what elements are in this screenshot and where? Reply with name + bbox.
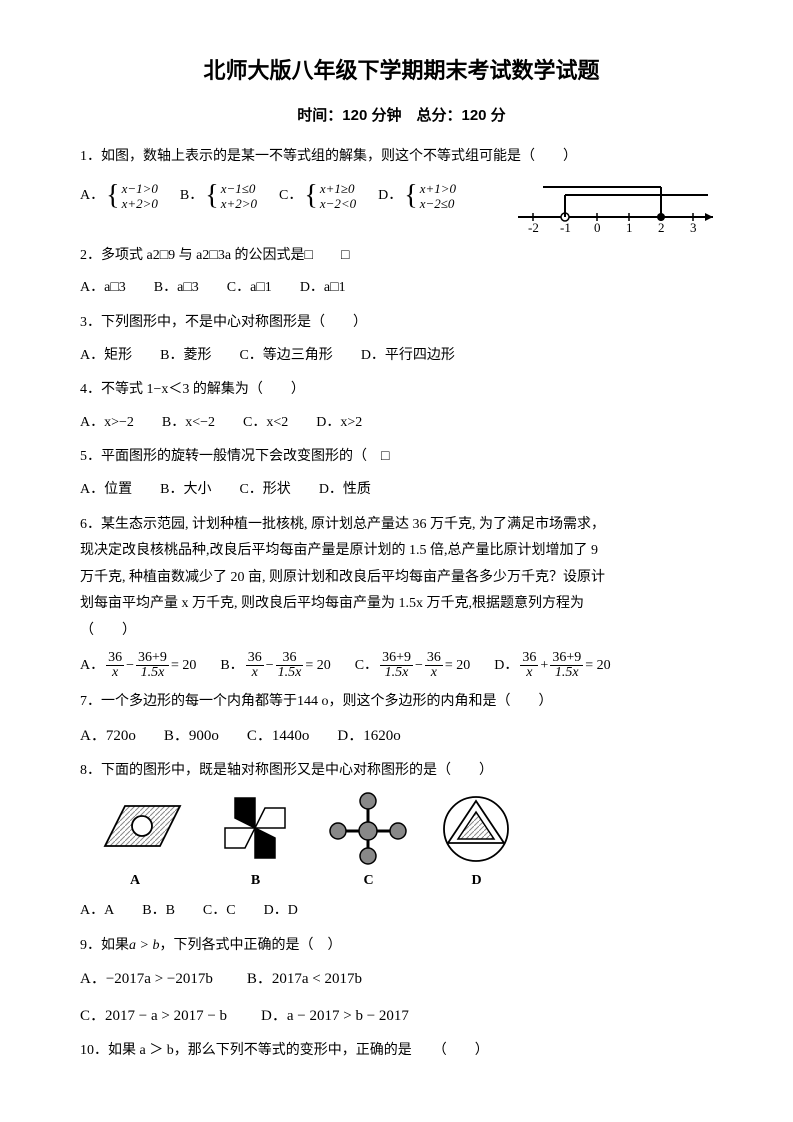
page-title: 北师大版八年级下学期期末考试数学试题 [80, 50, 723, 92]
q9-opt-a: A．−2017a > −2017b [80, 965, 213, 994]
question-4: 4．不等式 1−x＜3 的解集为（ ） [80, 377, 723, 404]
question-1-body: A． {x−1>0x+2>0 B． {x−1≤0x+2>0 C． {x+1≥0x… [80, 177, 723, 237]
q6-options: A． 36x − 36+91.5x = 20 B． 36x − 361.5x =… [80, 651, 723, 681]
svg-text:-1: -1 [560, 220, 571, 235]
q7-opt-d: D．1620o [337, 722, 400, 751]
q4-opt-c: C．x<2 [243, 410, 288, 437]
q7-opt-c: C．1440o [247, 722, 310, 751]
q3-opt-b: B．菱形 [160, 343, 211, 370]
q3-opt-c: C．等边三角形 [239, 343, 332, 370]
q9-options: A．−2017a > −2017b B．2017a < 2017b [80, 965, 723, 994]
q5-options: A．位置 B．大小 C．形状 D．性质 [80, 477, 723, 504]
q8-figure-c: C [321, 791, 416, 895]
question-6: 6．某生态示范园, 计划种植一批核桃, 原计划总产量达 36 万千克, 为了满足… [80, 512, 723, 645]
q1-options: A． {x−1>0x+2>0 B． {x−1≤0x+2>0 C． {x+1≥0x… [80, 181, 505, 212]
q5-opt-c: C．形状 [239, 477, 290, 504]
q3-opt-a: A．矩形 [80, 343, 132, 370]
q5-opt-b: B．大小 [160, 477, 211, 504]
q8-figures: A B C [80, 791, 723, 895]
q6-line1: 6．某生态示范园, 计划种植一批核桃, 原计划总产量达 36 万千克, 为了满足… [80, 512, 723, 539]
q6-opt-d: D． 36x + 36+91.5x = 20 [494, 651, 610, 681]
q2-opt-b: B．a□3 [154, 275, 199, 302]
q8-figure-a: A [80, 791, 190, 895]
q7-opt-b: B．900o [164, 722, 219, 751]
svg-text:3: 3 [690, 220, 697, 235]
q6-line2: 现决定改良核桃品种,改良后平均每亩产量是原计划的 1.5 倍,总产量比原计划增加… [80, 538, 723, 565]
q6-opt-b: B． 36x − 361.5x = 20 [220, 651, 330, 681]
q2-opt-a: A．a□3 [80, 275, 126, 302]
q3-opt-d: D．平行四边形 [361, 343, 455, 370]
q8-figure-b: B [208, 791, 303, 895]
q3-options: A．矩形 B．菱形 C．等边三角形 D．平行四边形 [80, 343, 723, 370]
q6-line3: 万千克, 种植亩数减少了 20 亩, 则原计划和改良后平均每亩产量各多少万千克？… [80, 565, 723, 592]
question-10: 10．如果 a ＞ b，那么下列不等式的变形中，正确的是 （ ） [80, 1038, 723, 1065]
q9-opt-b: B．2017a < 2017b [247, 965, 362, 994]
q8-opt-c: C．C [203, 898, 236, 925]
q1-opt-a: A． {x−1>0x+2>0 [80, 181, 158, 212]
svg-text:1: 1 [626, 220, 633, 235]
question-9: 9．如果a > b，下列各式中正确的是（ ） [80, 933, 723, 960]
q8-options: A．A B．B C．C D．D [80, 898, 723, 925]
question-1: 1．如图，数轴上表示的是某一不等式组的解集，则这个不等式组可能是（ ） [80, 144, 723, 171]
q8-figure-d: D [434, 791, 519, 895]
q6-opt-c: C． 36+91.5x − 36x = 20 [355, 651, 471, 681]
q6-opt-a: A． 36x − 36+91.5x = 20 [80, 651, 196, 681]
svg-text:-2: -2 [528, 220, 539, 235]
q8-opt-a: A．A [80, 898, 114, 925]
q2-opt-d: D．a□1 [300, 275, 346, 302]
question-3: 3．下列图形中，不是中心对称图形是（ ） [80, 310, 723, 337]
q4-opt-b: B．x<−2 [162, 410, 215, 437]
q6-line5: （ ） [80, 618, 723, 645]
q7-options: A．720o B．900o C．1440o D．1620o [80, 722, 723, 751]
number-line-figure: -2 -1 0 1 2 3 [513, 177, 723, 237]
q9-opt-d: D．a − 2017 > b − 2017 [261, 1002, 409, 1031]
q9-options-2: C．2017 − a > 2017 − b D．a − 2017 > b − 2… [80, 1002, 723, 1031]
svg-text:2: 2 [658, 220, 665, 235]
q4-options: A．x>−2 B．x<−2 C．x<2 D．x>2 [80, 410, 723, 437]
q4-opt-d: D．x>2 [316, 410, 362, 437]
svg-text:0: 0 [594, 220, 601, 235]
q8-opt-b: B．B [142, 898, 175, 925]
q1-opt-d: D． {x+1>0x−2≤0 [378, 181, 456, 212]
q1-opt-b: B． {x−1≤0x+2>0 [180, 181, 257, 212]
q4-opt-a: A．x>−2 [80, 410, 134, 437]
q5-opt-a: A．位置 [80, 477, 132, 504]
q2-options: A．a□3 B．a□3 C．a□1 D．a□1 [80, 275, 723, 302]
q6-line4: 划每亩平均产量 x 万千克, 则改良后平均每亩产量为 1.5x 万千克,根据题意… [80, 591, 723, 618]
question-2: 2．多项式 a2□9 与 a2□3a 的公因式是□ □ [80, 243, 723, 270]
page-subhead: 时间：120 分钟 总分：120 分 [80, 102, 723, 131]
q1-opt-c: C． {x+1≥0x−2<0 [279, 181, 356, 212]
question-5: 5．平面图形的旋转一般情况下会改变图形的（ □ [80, 444, 723, 471]
q2-opt-c: C．a□1 [227, 275, 272, 302]
q9-opt-c: C．2017 − a > 2017 − b [80, 1002, 227, 1031]
q5-opt-d: D．性质 [319, 477, 371, 504]
q8-opt-d: D．D [264, 898, 298, 925]
question-8: 8．下面的图形中，既是轴对称图形又是中心对称图形的是（ ） [80, 758, 723, 785]
question-7: 7．一个多边形的每一个内角都等于144 o，则这个多边形的内角和是（ ） [80, 689, 723, 716]
q7-opt-a: A．720o [80, 722, 136, 751]
